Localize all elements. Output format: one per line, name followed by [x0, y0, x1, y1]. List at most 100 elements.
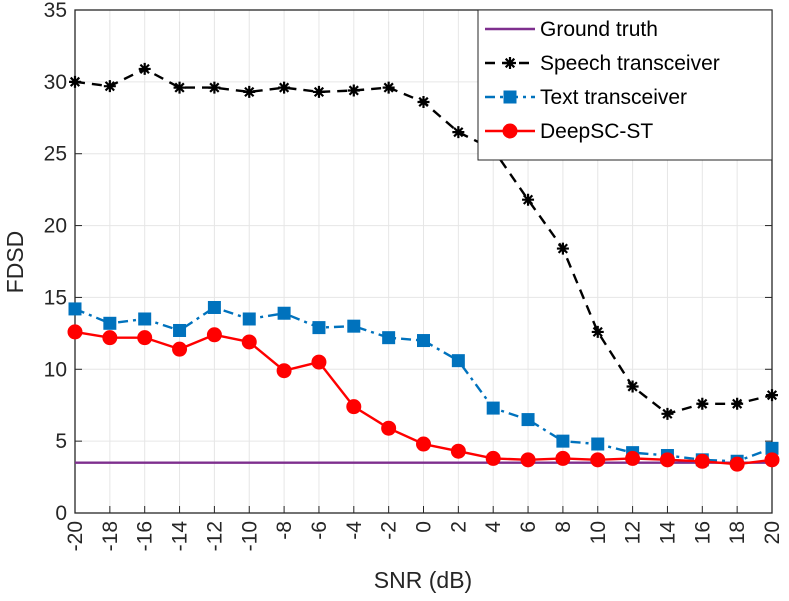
data-point [208, 81, 221, 94]
data-point [520, 452, 536, 468]
data-point [417, 95, 430, 108]
series-1 [69, 62, 778, 420]
data-point [451, 354, 465, 368]
x-tick-label: -14 [169, 521, 192, 552]
series-line [74, 306, 773, 463]
data-point [172, 341, 188, 357]
data-point [69, 75, 81, 88]
y-tick-label: 20 [44, 215, 67, 238]
data-point [241, 334, 257, 350]
y-tick-label: 5 [55, 430, 67, 453]
data-point [556, 434, 570, 448]
data-point [103, 80, 116, 93]
x-tick-label: 12 [622, 521, 645, 544]
y-tick-label: 35 [44, 0, 67, 22]
data-point [521, 413, 535, 427]
x-tick-label: 16 [691, 521, 714, 544]
data-point [311, 354, 327, 370]
legend-swatch-marker [503, 90, 517, 104]
data-point [346, 399, 362, 415]
data-point [625, 450, 641, 466]
data-point [661, 407, 674, 420]
data-point [591, 325, 604, 338]
data-point [67, 324, 83, 340]
data-point [276, 363, 292, 379]
data-point [312, 321, 326, 335]
data-point [555, 450, 571, 466]
legend-entry-1: Speech transceiver [485, 52, 720, 75]
data-point [347, 84, 360, 97]
series-layer [67, 62, 780, 472]
data-point [729, 456, 745, 472]
x-tick-label: -8 [273, 521, 296, 540]
data-point [696, 397, 709, 410]
data-point [278, 81, 291, 94]
x-tick-label: -18 [99, 521, 122, 551]
x-tick-label: 20 [761, 521, 784, 544]
x-tick-label: -16 [134, 521, 157, 551]
data-point [173, 323, 187, 337]
data-point [417, 334, 430, 348]
y-tick-label: 15 [44, 286, 67, 309]
legend-label: Ground truth [540, 18, 658, 41]
x-tick-label: 10 [587, 521, 610, 544]
data-point [382, 331, 396, 345]
x-tick-label: 6 [517, 521, 540, 533]
legend-entry-2: Text transceiver [485, 86, 687, 109]
x-tick-label: -2 [378, 521, 401, 540]
data-point [626, 380, 639, 393]
data-point [102, 330, 118, 346]
data-point [659, 452, 675, 468]
data-point [207, 300, 221, 314]
data-point [590, 452, 606, 468]
x-tick-label: -6 [308, 521, 331, 540]
data-point [103, 316, 117, 330]
data-point [764, 452, 780, 468]
legend-entry-3: DeepSC-ST [485, 120, 653, 143]
data-point [556, 242, 569, 255]
y-tick-label: 10 [44, 358, 67, 381]
data-point [347, 319, 361, 333]
axis-ticks: -20 -18 -16 -14 -12 -10 -8 -6 -4 -2 0 2 4 6 8 10 12 14 16 1… [44, 0, 784, 551]
legend-label: DeepSC-ST [540, 120, 653, 143]
data-point [137, 330, 153, 346]
x-tick-label: 2 [447, 521, 470, 533]
data-point [416, 436, 431, 452]
data-point [522, 193, 535, 206]
x-tick-label: -20 [64, 521, 87, 551]
data-point [312, 85, 325, 98]
data-point [138, 62, 151, 75]
legend-label: Text transceiver [540, 86, 687, 109]
x-tick-label: -12 [203, 521, 226, 551]
x-tick-label: 0 [413, 521, 436, 533]
y-axis-title: FDSD [2, 231, 28, 294]
y-tick-label: 25 [44, 143, 67, 166]
data-point [731, 397, 744, 410]
data-point [243, 85, 256, 98]
data-point [381, 420, 397, 436]
legend-box [477, 9, 773, 161]
data-point [694, 453, 710, 469]
x-axis-title: SNR (dB) [374, 567, 472, 593]
x-tick-label: 18 [726, 521, 749, 544]
x-tick-label: 4 [482, 521, 505, 533]
data-point [242, 312, 256, 326]
x-tick-label: 8 [552, 521, 575, 533]
data-point [486, 401, 500, 415]
legend: Ground truth Speech transceiver Text trans… [477, 9, 773, 161]
legend-swatch-marker [504, 57, 516, 69]
data-point [206, 327, 222, 343]
data-point [452, 126, 465, 139]
series-3 [67, 324, 780, 472]
data-point [450, 443, 466, 459]
y-tick-label: 0 [55, 502, 67, 525]
data-point [138, 312, 152, 326]
data-point [591, 437, 605, 451]
data-point [485, 450, 501, 466]
data-point [766, 389, 778, 402]
x-tick-label: 14 [656, 521, 679, 545]
data-point [68, 302, 82, 316]
x-tick-label: -10 [238, 521, 261, 551]
data-point [277, 306, 291, 320]
data-point [382, 81, 395, 94]
